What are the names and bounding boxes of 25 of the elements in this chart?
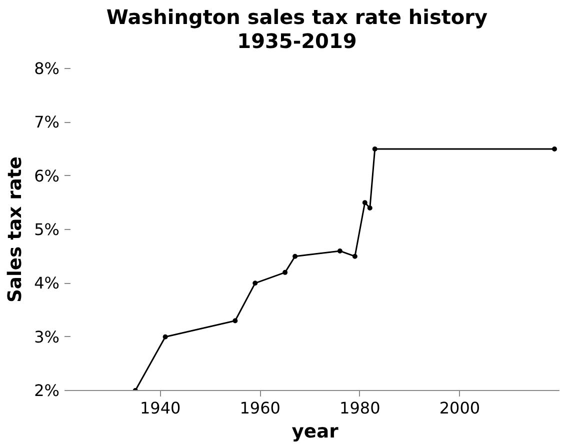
y-tick-label: 3% [34, 327, 60, 346]
point [232, 318, 238, 324]
point [282, 270, 288, 275]
point [252, 280, 258, 286]
point [362, 200, 368, 206]
x-axis-title: year [292, 422, 340, 442]
y-tick-label: 2% [34, 381, 60, 400]
x-tick-label: 1940 [140, 398, 181, 418]
point [367, 206, 372, 211]
x-tick-label: 1980 [340, 398, 380, 418]
y-tick-label: 8% [34, 59, 60, 78]
chart-title: Washington sales tax rate history 1935-2019 [106, 5, 488, 53]
point [337, 248, 342, 254]
y-tick-label: 4% [34, 274, 60, 293]
point [352, 254, 358, 259]
x-tick-label: 1960 [240, 398, 280, 418]
y-axis-title: Sales tax rate [5, 156, 26, 303]
y-tick-label: 6% [34, 166, 60, 186]
point [292, 254, 298, 259]
point [552, 146, 558, 152]
y-tick-label: 5% [34, 220, 60, 239]
x-tick-label: 2000 [439, 398, 480, 418]
point [162, 334, 168, 340]
point [372, 146, 378, 152]
y-tick-label: 7% [34, 112, 60, 132]
